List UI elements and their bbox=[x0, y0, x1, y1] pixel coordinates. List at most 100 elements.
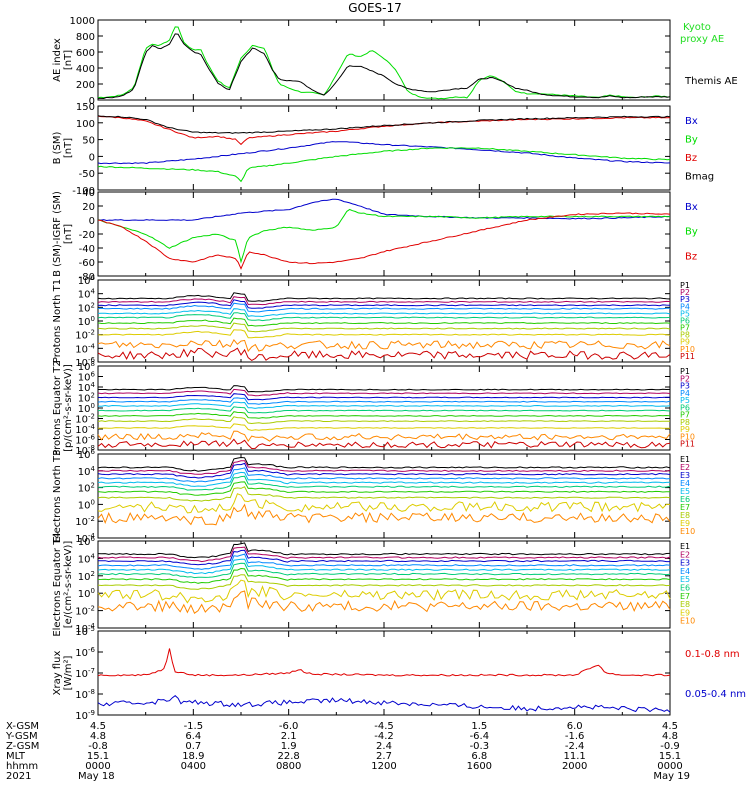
legend-entry: Bmag bbox=[685, 172, 714, 183]
xaxis-value: 11.1 bbox=[564, 751, 586, 762]
legend-entry: P1 bbox=[680, 367, 690, 376]
chart_data.2.yticks.4: 0 bbox=[89, 216, 95, 227]
chart_data.4.yticks.2: 10-4 bbox=[75, 423, 95, 436]
xaxis-value: -4.5 bbox=[374, 721, 394, 732]
legend-entry: E3 bbox=[680, 559, 690, 568]
series-line-themis-ae bbox=[98, 33, 671, 100]
xaxis-value: -1.5 bbox=[184, 721, 204, 732]
xaxis-value: 6.0 bbox=[567, 721, 583, 732]
legend-entry: E3 bbox=[680, 471, 690, 480]
channel-line-p4 bbox=[97, 397, 671, 405]
series-line-kyoto-proxy-ae bbox=[97, 26, 671, 100]
xaxis-value: -2.4 bbox=[565, 741, 585, 752]
legend-entry: E10 bbox=[680, 527, 695, 536]
legend-entry: E2 bbox=[680, 550, 690, 559]
legend-entry: By bbox=[685, 135, 698, 146]
legend-entry: P11 bbox=[680, 352, 695, 361]
chart_data.1.yticks.2: 0 bbox=[89, 152, 95, 163]
xaxis-value: 1.5 bbox=[471, 721, 487, 732]
chart_data.0.yticks.2: 400 bbox=[76, 64, 95, 75]
xaxis-row-label: MLT bbox=[6, 751, 26, 762]
xaxis-value: 1.9 bbox=[281, 741, 297, 752]
channel-line-e3 bbox=[97, 462, 671, 479]
legend-entry: E9 bbox=[680, 608, 690, 617]
chart_data.5.yticks.3: 102 bbox=[78, 482, 95, 495]
chart_data.3.yticks.5: 104 bbox=[78, 288, 96, 301]
channel-line-p7 bbox=[97, 411, 671, 419]
xaxis-value: 4.5 bbox=[90, 721, 106, 732]
series-line-bmag bbox=[97, 115, 671, 134]
chart_data.0.yticks.1: 200 bbox=[76, 80, 95, 91]
xaxis-value: 6.8 bbox=[471, 751, 487, 762]
plot-title: GOES-17 bbox=[348, 1, 402, 15]
channel-line-e2 bbox=[97, 460, 671, 475]
y-axis-label: Electrons Equator T4[e/(cm²-s-sr-keV)] bbox=[52, 532, 74, 636]
xaxis-value: -6.0 bbox=[279, 721, 299, 732]
legend-entry: E4 bbox=[680, 567, 690, 576]
chart_data.4.yticks.4: 100 bbox=[78, 402, 95, 415]
xaxis-value: 2000 bbox=[562, 761, 587, 772]
panel-frame bbox=[97, 191, 671, 277]
channel-line-p6 bbox=[97, 406, 671, 414]
legend-entry: P3 bbox=[680, 295, 690, 304]
legend-entry: 0.05-0.4 nm bbox=[685, 689, 746, 700]
legend-entry: Kyoto bbox=[683, 22, 711, 33]
chart_data.3.yticks.6: 106 bbox=[78, 274, 96, 287]
chart_data.3.yticks.1: 10-4 bbox=[75, 342, 95, 355]
channel-line-p7 bbox=[97, 317, 671, 327]
xaxis-value: 1200 bbox=[371, 761, 396, 772]
chart_data.6.yticks.0: 10-4 bbox=[75, 622, 95, 635]
series-line-bx bbox=[97, 198, 671, 222]
chart_data.2.yticks.2: -40 bbox=[79, 244, 95, 255]
channel-line-e3 bbox=[98, 549, 670, 566]
xaxis-value: 2.1 bbox=[281, 731, 297, 742]
panel-frame bbox=[97, 19, 671, 101]
legend-entry: P11 bbox=[680, 440, 695, 449]
legend-entry: E8 bbox=[680, 511, 690, 520]
legend-entry: E7 bbox=[680, 592, 690, 601]
channel-line-e7 bbox=[97, 567, 671, 584]
channel-line-e7 bbox=[97, 481, 670, 496]
y-axis-label: B (SM)-IGRF (SM)[nT] bbox=[52, 191, 74, 277]
channel-line-e10 bbox=[97, 503, 671, 526]
legend-entry: P9 bbox=[680, 425, 690, 434]
xaxis-value: 4.8 bbox=[662, 731, 678, 742]
chart_data.3.yticks.0: 10-6 bbox=[75, 356, 95, 369]
chart_data.1.yticks.3: 50 bbox=[82, 136, 95, 147]
channel-line-e1 bbox=[97, 542, 671, 559]
xaxis-value: 2.7 bbox=[376, 751, 392, 762]
legend-entry: E6 bbox=[680, 584, 690, 593]
series-line-by bbox=[97, 147, 671, 183]
xaxis-row-label: 2021 bbox=[6, 771, 31, 782]
channel-line-p3 bbox=[97, 393, 670, 401]
channel-line-p9 bbox=[97, 423, 670, 431]
xaxis-value: 4.8 bbox=[90, 731, 106, 742]
chart_data.4.yticks.0: 10-8 bbox=[75, 444, 95, 457]
series-line-0-1-0-8-nm bbox=[97, 648, 671, 677]
channel-line-p4 bbox=[97, 302, 670, 313]
chart_data.1.yticks.1: -50 bbox=[79, 169, 95, 180]
legend-entry: E4 bbox=[680, 479, 690, 488]
chart_data.5.yticks.2: 100 bbox=[78, 498, 95, 511]
chart_data.6.yticks.1: 10-2 bbox=[75, 605, 95, 618]
channel-line-e6 bbox=[97, 562, 671, 579]
panel-2: -100 -50 0 50 100 150 B (SM)[nT] Bx By Bz Bmag bbox=[52, 102, 714, 197]
chart_data.5.yticks.5: 106 bbox=[78, 448, 96, 461]
xaxis-value: 2.4 bbox=[376, 741, 392, 752]
chart_data.2.yticks.5: 20 bbox=[82, 202, 95, 213]
series-line-by bbox=[97, 208, 671, 264]
legend-entry: E1 bbox=[680, 542, 690, 551]
channel-line-e5 bbox=[97, 558, 671, 575]
legend-entry: E6 bbox=[680, 495, 690, 504]
chart_data.7.yticks.3: 10-6 bbox=[75, 646, 95, 659]
legend-entry: E9 bbox=[680, 519, 690, 528]
chart_data.0.yticks.5: 1000 bbox=[70, 16, 95, 27]
xaxis-value: -0.3 bbox=[470, 741, 490, 752]
channel-line-e8 bbox=[97, 486, 671, 502]
legend-entry: P5 bbox=[680, 309, 690, 318]
xaxis-row-label: X-GSM bbox=[6, 721, 39, 732]
channel-line-e1 bbox=[97, 456, 671, 472]
y-axis-label: Electrons North T3 bbox=[52, 449, 63, 542]
channel-line-e8 bbox=[97, 574, 671, 590]
